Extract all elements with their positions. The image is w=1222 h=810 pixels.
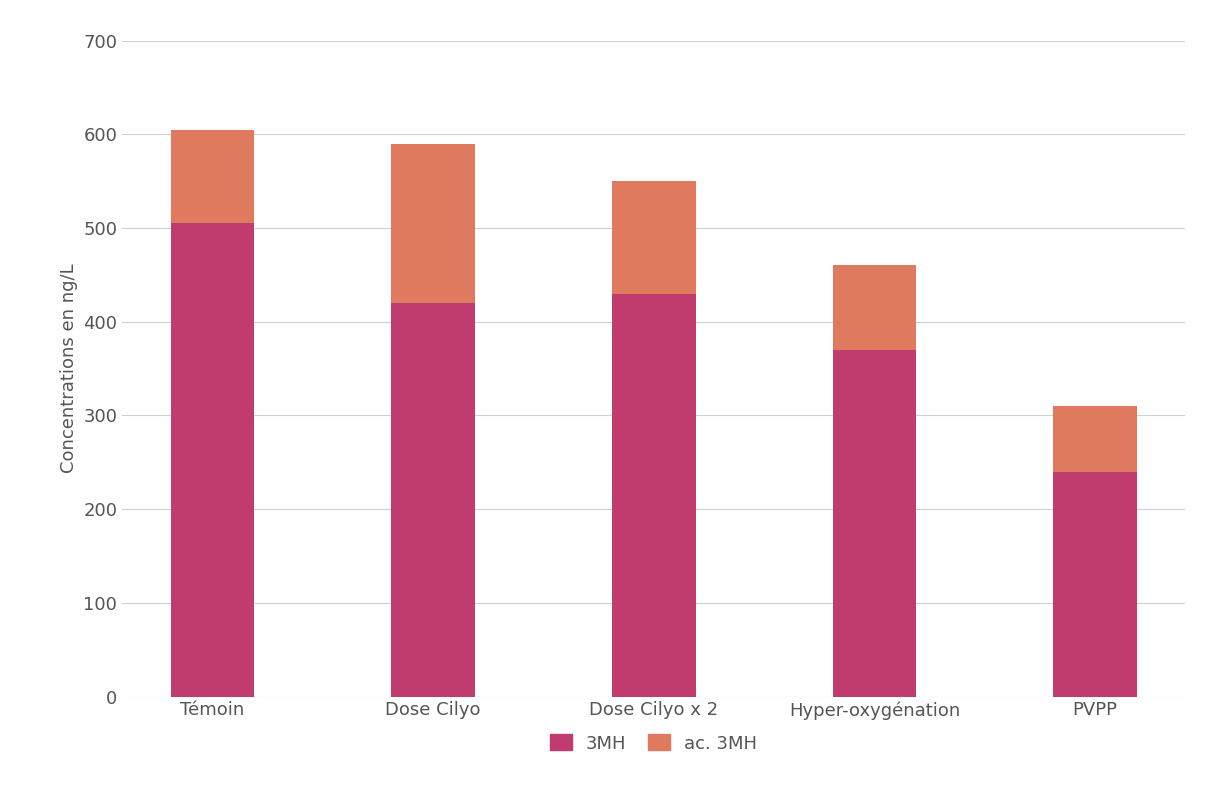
Legend: 3MH, ac. 3MH: 3MH, ac. 3MH xyxy=(543,727,765,760)
Bar xyxy=(612,181,695,293)
Bar xyxy=(1053,471,1136,697)
Bar xyxy=(391,143,475,303)
Y-axis label: Concentrations en ng/L: Concentrations en ng/L xyxy=(60,264,78,473)
Bar xyxy=(171,224,254,697)
Bar xyxy=(1053,406,1136,471)
Bar xyxy=(171,130,254,224)
Bar xyxy=(832,266,916,350)
Bar xyxy=(612,293,695,697)
Bar xyxy=(832,350,916,697)
Bar xyxy=(391,303,475,697)
